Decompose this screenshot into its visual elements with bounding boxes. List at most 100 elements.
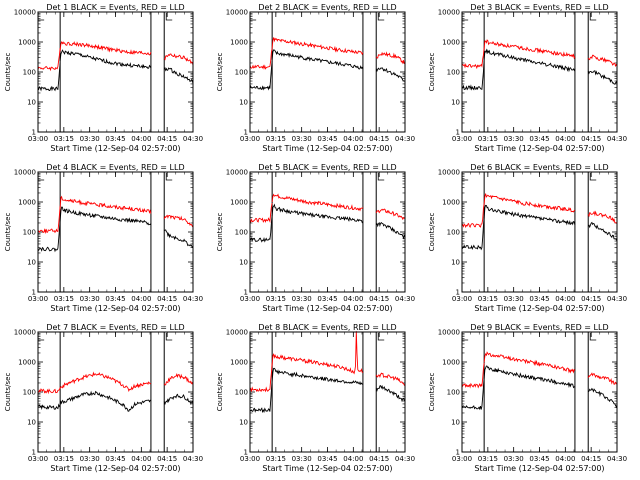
series-line-events [37,220,61,253]
panel-corner-marker [165,333,173,341]
x-tick-label: 03:30 [504,455,524,463]
y-tick-label: 10000 [14,9,36,17]
x-tick-label: 04:30 [183,455,203,463]
x-tick-label: 03:30 [292,295,312,303]
x-tick-label: 03:45 [317,135,337,143]
series-line-lld [37,387,61,395]
y-tick-label: 10000 [226,329,248,337]
plot-frame [461,11,618,133]
x-tick-label: 03:45 [317,295,337,303]
y-tick-label: 1000 [442,199,460,207]
x-tick-label: 04:15 [581,295,601,303]
panel-corner-marker [589,13,597,21]
x-axis-label: Start Time (12-Sep-04 02:57:00) [50,464,180,473]
series-line-events [249,61,273,91]
x-tick-label: 03:45 [529,135,549,143]
y-tick-label: 100 [235,229,248,237]
panel-corner-marker [377,333,385,341]
y-tick-label: 1 [456,129,460,137]
series-line-lld [249,363,273,393]
series-line-lld [163,53,194,66]
series-line-events [587,221,618,242]
x-axis-label: Start Time (12-Sep-04 02:57:00) [262,464,392,473]
x-tick-label: 04:30 [183,295,203,303]
y-tick-label: 10 [239,99,248,107]
series-line-lld [37,206,61,235]
x-tick-label: 04:00 [343,135,363,143]
series-line-events [163,393,194,406]
plot-frame [37,11,194,133]
series-line-events [37,63,61,92]
panel-det-8: Det 8 BLACK = Events, RED = LLD Counts/se… [216,323,415,473]
x-tick-label: 03:30 [292,135,312,143]
y-tick-label: 1000 [230,39,248,47]
series-line-lld [587,372,618,385]
series-line-lld [271,193,364,212]
plot-frame [461,171,618,293]
panel-corner-marker [589,333,597,341]
x-tick-label: 04:15 [581,135,601,143]
x-tick-label: 04:00 [555,135,575,143]
y-tick-label: 1000 [230,359,248,367]
x-tick-label: 03:15 [478,295,498,303]
y-tick-label: 10 [27,419,36,427]
panel-det-3: Det 3 BLACK = Events, RED = LLD Counts/se… [428,3,627,153]
x-axis-label: Start Time (12-Sep-04 02:57:00) [474,464,604,473]
y-tick-label: 1 [32,129,36,137]
x-tick-label: 04:30 [183,135,203,143]
y-tick-label: 1 [244,289,248,297]
x-tick-label: 03:30 [504,135,524,143]
series-line-events [37,403,61,411]
series-line-events [163,229,194,249]
series-line-events [249,215,273,243]
series-line-events [587,387,618,408]
panel-title: Det 2 BLACK = Events, RED = LLD [258,3,396,12]
plot-frame [37,331,194,453]
x-tick-label: 04:15 [157,135,177,143]
y-tick-label: 100 [235,389,248,397]
plot-frame [37,171,194,293]
series-line-lld [249,202,273,224]
series-line-lld [163,372,194,386]
plot-frame [249,331,406,453]
series-line-lld [163,214,194,228]
y-axis-label: Counts/sec [428,213,436,252]
series-line-lld [59,371,152,393]
y-tick-label: 10000 [438,329,460,337]
y-tick-label: 100 [23,69,36,77]
y-tick-label: 10 [451,99,460,107]
y-tick-label: 1000 [18,359,36,367]
panel-title: Det 1 BLACK = Events, RED = LLD [46,3,184,12]
series-line-events [483,204,576,226]
x-tick-label: 03:00 [240,295,260,303]
x-tick-label: 03:30 [292,455,312,463]
y-axis-label: Counts/sec [216,373,224,412]
x-axis-label: Start Time (12-Sep-04 02:57:00) [262,304,392,313]
panel-det-5: Det 5 BLACK = Events, RED = LLD Counts/se… [216,163,415,313]
x-tick-label: 03:45 [529,455,549,463]
panel-corner-marker [589,173,597,181]
x-tick-label: 04:30 [607,295,627,303]
y-tick-label: 10000 [226,169,248,177]
y-tick-label: 100 [447,69,460,77]
x-tick-label: 04:00 [343,455,363,463]
x-tick-label: 03:15 [266,295,286,303]
y-tick-label: 1000 [230,199,248,207]
series-line-events [59,390,152,412]
x-tick-label: 03:00 [28,295,48,303]
y-tick-label: 10 [451,419,460,427]
x-tick-label: 03:15 [54,455,74,463]
plot-frame [461,331,618,453]
series-line-lld [249,48,273,70]
x-tick-label: 04:15 [581,455,601,463]
y-tick-label: 10 [239,419,248,427]
series-line-events [461,377,485,411]
x-tick-label: 03:00 [240,455,260,463]
series-line-events [483,365,576,389]
panel-title: Det 8 BLACK = Events, RED = LLD [258,323,396,332]
panel-title: Det 5 BLACK = Events, RED = LLD [258,163,396,172]
series-line-lld [461,48,485,70]
x-axis-label: Start Time (12-Sep-04 02:57:00) [50,144,180,153]
series-line-lld [375,208,406,221]
plot-frame [249,11,406,133]
